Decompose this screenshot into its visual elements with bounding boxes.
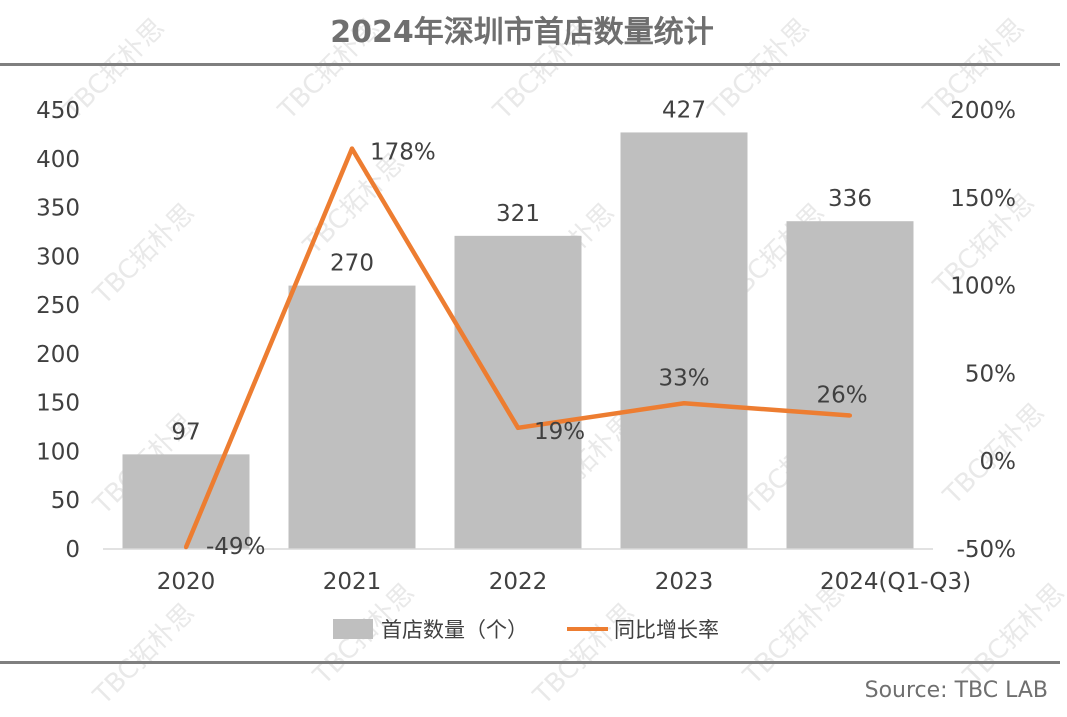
bar-data-label: 427 [662, 97, 706, 123]
y-left-tick-label: 200 [36, 342, 80, 368]
legend-line-label: 同比增长率 [614, 618, 719, 642]
bar [620, 132, 748, 549]
line-data-label: 178% [370, 140, 436, 166]
watermark-text: TBC拓朴思 [87, 598, 200, 711]
bar-data-label: 97 [171, 419, 200, 445]
y-right-tick-label: 0% [980, 449, 1017, 475]
bar-data-label: 336 [828, 186, 872, 212]
y-right-tick-label: 50% [965, 361, 1016, 387]
watermark-text: TBC拓朴思 [527, 598, 640, 711]
y-left-tick-label: 350 [36, 196, 80, 222]
left-y-axis: 0 50 100 150 200 250 300 350 400 450 [36, 98, 80, 563]
x-tick-label: 2020 [157, 569, 216, 595]
legend: 首店数量（个） 同比增长率 [333, 618, 719, 642]
line-point [682, 401, 686, 406]
chart-title: 2024年深圳市首店数量统计 [330, 15, 714, 50]
line-point [516, 425, 520, 430]
line-series [183, 146, 852, 550]
right-y-axis: -50% 0% 50% 100% 150% 200% [950, 98, 1016, 563]
legend-bar-swatch [333, 619, 373, 639]
y-right-tick-label: -50% [957, 537, 1016, 563]
x-axis-ticks: 2020 2021 2022 2023 2024(Q1-Q3) [157, 569, 971, 595]
line-point [350, 146, 354, 151]
watermark-text: TBC拓朴思 [87, 198, 200, 311]
y-right-tick-label: 200% [950, 98, 1016, 124]
bar-labels: 97 270 321 427 336 [171, 97, 872, 445]
line-point [184, 545, 188, 550]
y-right-tick-label: 150% [950, 186, 1016, 212]
bottom-rule [0, 661, 1060, 664]
watermark-text: TBC拓朴思 [702, 13, 815, 126]
y-right-tick-label: 100% [950, 274, 1016, 300]
top-rule [0, 63, 1060, 66]
source-note: Source: TBC LAB [865, 678, 1048, 703]
bar-data-label: 270 [330, 251, 374, 277]
y-left-tick-label: 450 [36, 98, 80, 124]
x-tick-label: 2022 [489, 569, 548, 595]
y-left-tick-label: 150 [36, 391, 80, 417]
bar [786, 221, 914, 550]
legend-bar-label: 首店数量（个） [381, 618, 528, 642]
line-data-label: -49% [206, 534, 265, 560]
x-tick-label: 2024(Q1-Q3) [820, 569, 971, 595]
watermark-text: TBC拓朴思 [957, 578, 1067, 691]
line-data-label: 33% [658, 365, 709, 391]
x-tick-label: 2023 [655, 569, 714, 595]
y-left-tick-label: 100 [36, 439, 80, 465]
line-data-label: 26% [816, 383, 867, 409]
line-point [848, 413, 852, 418]
bar [454, 235, 582, 549]
y-left-tick-label: 300 [36, 244, 80, 270]
bar [122, 454, 250, 549]
bar [288, 285, 416, 549]
line-data-label: 19% [534, 419, 585, 445]
line-labels: -49% 178% 19% 33% 26% [206, 140, 868, 561]
x-tick-label: 2021 [323, 569, 382, 595]
y-left-tick-label: 250 [36, 293, 80, 319]
y-left-tick-label: 0 [65, 537, 80, 563]
y-left-tick-label: 400 [36, 147, 80, 173]
bar-data-label: 321 [496, 201, 540, 227]
bar-series [122, 132, 914, 550]
y-left-tick-label: 50 [51, 488, 80, 514]
